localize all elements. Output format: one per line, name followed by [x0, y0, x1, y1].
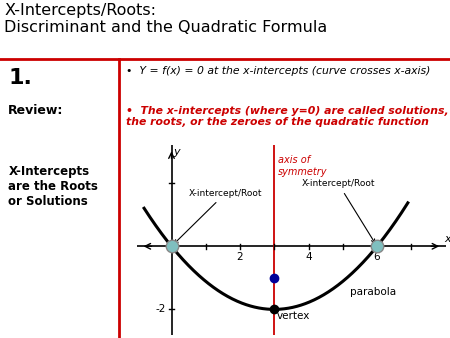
Text: 6: 6 [374, 252, 380, 262]
Text: 2: 2 [237, 252, 243, 262]
Text: X-intercept/Root: X-intercept/Root [174, 189, 262, 243]
Text: •  The x-intercepts (where y=0) are called solutions, or
the roots, or the zeroe: • The x-intercepts (where y=0) are calle… [126, 106, 450, 127]
Text: X-Intercepts/Roots:
Discriminant and the Quadratic Formula: X-Intercepts/Roots: Discriminant and the… [4, 3, 328, 35]
Text: X-Intercepts
are the Roots
or Solutions: X-Intercepts are the Roots or Solutions [9, 165, 98, 208]
Text: 1.: 1. [9, 68, 32, 88]
Text: axis of
symmetry: axis of symmetry [279, 155, 328, 177]
Text: parabola: parabola [350, 287, 396, 297]
Text: •  Y = f(x) = 0 at the x-intercepts (curve crosses x-axis): • Y = f(x) = 0 at the x-intercepts (curv… [126, 66, 430, 76]
Text: 4: 4 [305, 252, 312, 262]
Text: Review:: Review: [9, 104, 64, 117]
Text: X-intercept/Root: X-intercept/Root [302, 179, 375, 243]
Text: vertex: vertex [277, 311, 310, 321]
Text: x: x [444, 234, 450, 244]
Text: -2: -2 [156, 305, 166, 314]
Text: y: y [173, 147, 180, 157]
